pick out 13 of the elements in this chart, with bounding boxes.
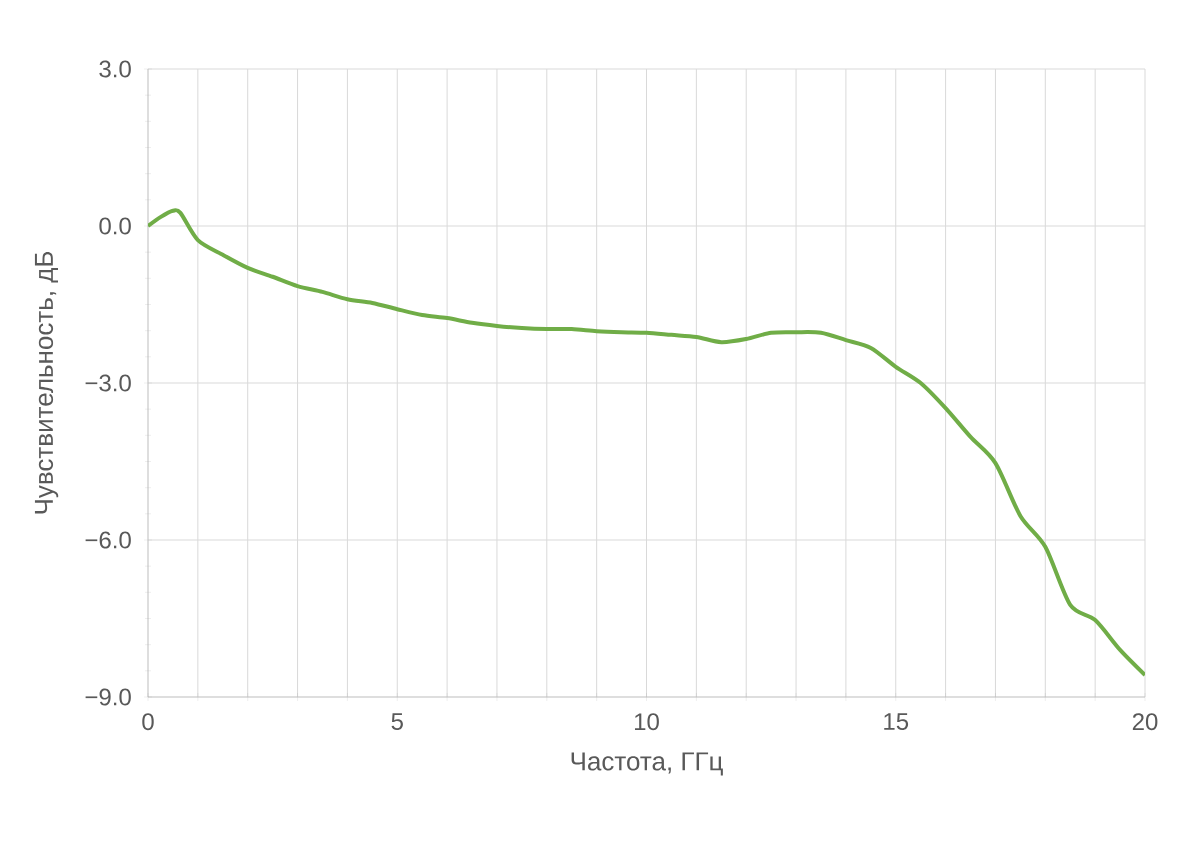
x-tick-label: 0 — [142, 713, 154, 731]
y-tick-label: 3.0 — [99, 60, 131, 78]
y-tick-label: −9.0 — [85, 688, 131, 706]
x-tick-label: 15 — [884, 713, 909, 730]
y-tick-label: −3.0 — [85, 374, 131, 392]
x-tick-label: 20 — [1132, 713, 1158, 731]
x-tick-label: 10 — [634, 713, 659, 731]
x-axis-title: Частота, ГГц — [571, 752, 723, 776]
y-axis-title: Чувствительность, дБ — [34, 251, 59, 514]
line-series — [148, 208, 1145, 678]
y-tick-label: −6.0 — [85, 531, 131, 549]
y-tick-label: 0.0 — [99, 217, 131, 235]
x-tick-label: 5 — [391, 713, 403, 730]
